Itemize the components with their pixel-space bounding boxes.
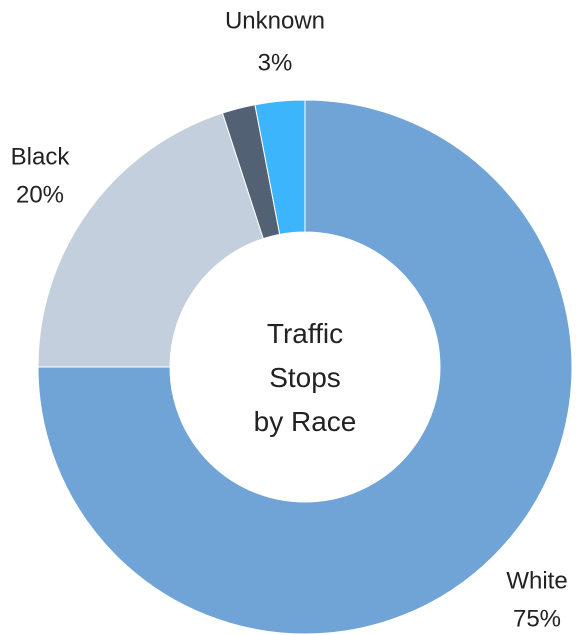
slice-value-label: 20% (16, 181, 64, 208)
slice-value-label: 75% (513, 605, 561, 632)
slice-label: Black (11, 143, 71, 170)
donut-slice (254, 99, 306, 235)
slice-value-label: 3% (258, 49, 293, 76)
donut-slice (37, 99, 573, 635)
slice-label: Unknown (225, 7, 325, 34)
donut-slice (37, 112, 264, 368)
slice-label: White (506, 567, 567, 594)
chart-title: Traffic Stops by Race (253, 318, 357, 437)
